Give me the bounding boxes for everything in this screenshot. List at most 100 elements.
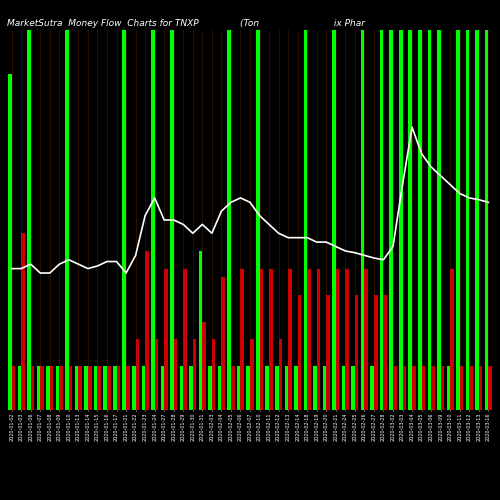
- Bar: [12, 366, 16, 410]
- Bar: [104, 366, 107, 410]
- Bar: [256, 30, 260, 410]
- Bar: [174, 340, 178, 410]
- Bar: [460, 366, 464, 410]
- Bar: [208, 366, 212, 410]
- Bar: [470, 366, 473, 410]
- Bar: [122, 30, 126, 410]
- Bar: [142, 366, 145, 410]
- Text: (Ton                          ix Phar: (Ton ix Phar: [240, 19, 365, 28]
- Bar: [154, 340, 158, 410]
- Bar: [75, 366, 78, 410]
- Bar: [180, 366, 184, 410]
- Bar: [193, 340, 196, 410]
- Bar: [393, 366, 396, 410]
- Bar: [418, 30, 422, 410]
- Bar: [484, 30, 488, 410]
- Bar: [164, 268, 168, 410]
- Bar: [69, 366, 72, 410]
- Bar: [322, 366, 326, 410]
- Bar: [284, 366, 288, 410]
- Bar: [326, 295, 330, 410]
- Bar: [160, 366, 164, 410]
- Bar: [488, 366, 492, 410]
- Bar: [475, 30, 479, 410]
- Bar: [313, 366, 316, 410]
- Bar: [237, 366, 240, 410]
- Bar: [246, 366, 250, 410]
- Bar: [294, 366, 298, 410]
- Bar: [351, 366, 355, 410]
- Bar: [27, 30, 30, 410]
- Bar: [342, 366, 345, 410]
- Bar: [361, 30, 364, 410]
- Bar: [456, 30, 460, 410]
- Bar: [60, 366, 63, 410]
- Bar: [250, 340, 254, 410]
- Bar: [78, 366, 82, 410]
- Bar: [126, 366, 130, 410]
- Bar: [374, 295, 378, 410]
- Bar: [336, 268, 340, 410]
- Bar: [189, 366, 193, 410]
- Bar: [132, 366, 136, 410]
- Bar: [298, 295, 302, 410]
- Bar: [266, 366, 269, 410]
- Bar: [260, 268, 263, 410]
- Bar: [145, 251, 149, 410]
- Bar: [231, 366, 234, 410]
- Bar: [240, 268, 244, 410]
- Bar: [98, 366, 101, 410]
- Bar: [107, 366, 110, 410]
- Bar: [113, 366, 116, 410]
- Bar: [304, 30, 307, 410]
- Bar: [288, 268, 292, 410]
- Bar: [18, 366, 21, 410]
- Bar: [431, 366, 435, 410]
- Bar: [278, 340, 282, 410]
- Bar: [84, 366, 88, 410]
- Bar: [412, 366, 416, 410]
- Bar: [65, 30, 69, 410]
- Bar: [151, 30, 154, 410]
- Bar: [370, 366, 374, 410]
- Bar: [222, 278, 225, 410]
- Bar: [46, 366, 50, 410]
- Bar: [30, 366, 34, 410]
- Bar: [332, 30, 336, 410]
- Bar: [364, 268, 368, 410]
- Bar: [116, 366, 120, 410]
- Bar: [422, 366, 425, 410]
- Bar: [428, 30, 431, 410]
- Bar: [466, 30, 469, 410]
- Bar: [384, 295, 387, 410]
- Bar: [228, 30, 231, 410]
- Bar: [36, 366, 40, 410]
- Bar: [184, 268, 187, 410]
- Bar: [479, 366, 482, 410]
- Bar: [21, 234, 25, 410]
- Bar: [275, 366, 278, 410]
- Bar: [56, 366, 60, 410]
- Bar: [40, 366, 44, 410]
- Bar: [380, 30, 384, 410]
- Bar: [170, 30, 173, 410]
- Bar: [218, 366, 222, 410]
- Bar: [316, 268, 320, 410]
- Bar: [346, 268, 349, 410]
- Bar: [202, 322, 206, 410]
- Bar: [94, 366, 98, 410]
- Bar: [440, 366, 444, 410]
- Bar: [8, 74, 12, 410]
- Bar: [450, 268, 454, 410]
- Bar: [50, 366, 53, 410]
- Bar: [307, 268, 311, 410]
- Bar: [212, 340, 216, 410]
- Bar: [136, 340, 139, 410]
- Bar: [390, 30, 393, 410]
- Bar: [355, 295, 358, 410]
- Bar: [437, 30, 440, 410]
- Bar: [198, 251, 202, 410]
- Bar: [88, 366, 92, 410]
- Bar: [408, 30, 412, 410]
- Text: MarketSutra  Money Flow  Charts for TNXP: MarketSutra Money Flow Charts for TNXP: [8, 19, 199, 28]
